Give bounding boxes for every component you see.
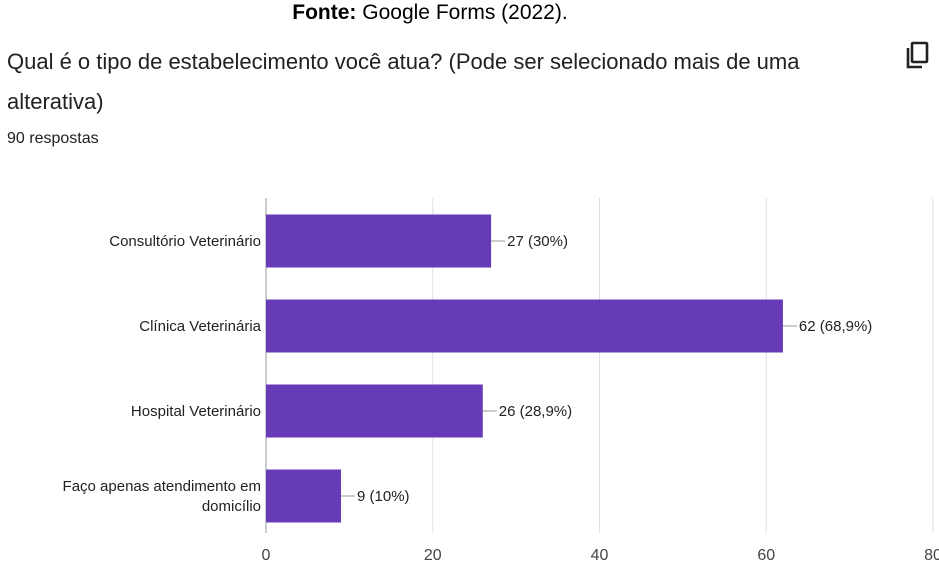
category-label: Faço apenas atendimento em: [63, 478, 261, 495]
data-label: 27 (30%): [507, 233, 568, 250]
category-label: Hospital Veterinário: [131, 403, 261, 420]
bar: [266, 384, 483, 438]
bar: [266, 214, 492, 268]
figure-caption: Fonte: Google Forms (2022).: [0, 1, 860, 25]
x-tick-label: 80: [924, 547, 939, 564]
category-label: Clínica Veterinária: [139, 318, 261, 335]
data-label: 9 (10%): [357, 488, 410, 505]
category-label: domicílio: [202, 498, 261, 515]
responses-count: 90 respostas: [7, 130, 99, 147]
x-tick-label: 20: [424, 547, 442, 564]
data-label: 62 (68,9%): [799, 318, 872, 335]
bar: [266, 469, 342, 523]
x-tick-label: 40: [591, 547, 609, 564]
caption-source-text: Google Forms (2022).: [356, 1, 568, 24]
question-title: Qual é o tipo de estabelecimento você at…: [7, 49, 800, 114]
data-label: 26 (28,9%): [499, 403, 572, 420]
x-tick-label: 0: [262, 547, 271, 564]
x-tick-label: 60: [757, 547, 775, 564]
bar: [266, 299, 783, 353]
caption-source-label: Fonte:: [292, 1, 357, 24]
copy-icon[interactable]: [905, 40, 931, 70]
category-label: Consultório Veterinário: [109, 233, 261, 250]
